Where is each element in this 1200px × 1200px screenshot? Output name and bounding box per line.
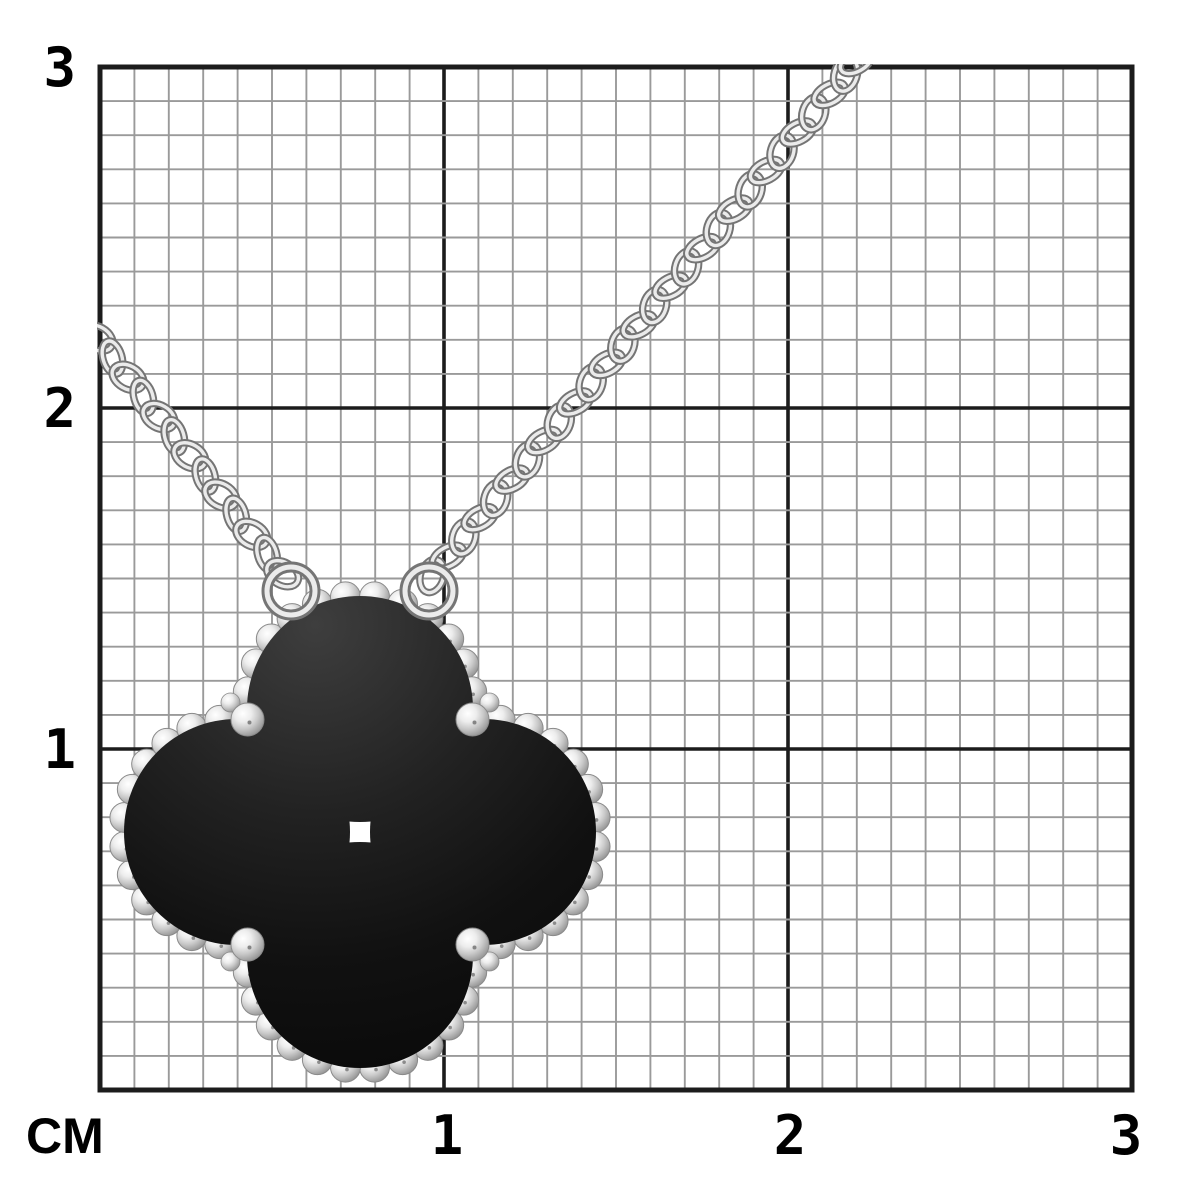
chain-link-highlight: [100, 339, 125, 376]
y-axis-label-2: 2: [43, 377, 76, 440]
necklace-chain: [97, 64, 876, 597]
onyx-clover: [124, 596, 596, 1068]
prong-small-ball: [479, 951, 500, 972]
bead-dot: [471, 692, 475, 697]
bead-dot: [317, 1060, 321, 1064]
prong-dot: [472, 720, 477, 725]
y-axis-label-3: 3: [43, 36, 76, 99]
y-axis-label-1: 1: [43, 718, 76, 781]
jump-rings: [261, 561, 459, 621]
chain-link-highlight: [557, 389, 593, 416]
bead-dot: [448, 1025, 452, 1030]
prong-ball: [455, 927, 490, 962]
chain-link-highlight: [545, 403, 574, 441]
bead-dot: [573, 900, 577, 905]
chain-link-highlight: [838, 64, 874, 76]
chain-link-highlight: [481, 480, 510, 518]
chain-link-highlight: [831, 64, 860, 93]
chain-link-highlight: [193, 457, 218, 494]
chain-link-highlight: [653, 273, 688, 301]
bead-dot: [374, 1067, 378, 1072]
chain-link-highlight: [513, 442, 542, 479]
jump-ring-right-highlight: [402, 564, 456, 618]
chain-link-highlight: [162, 417, 187, 455]
chain-link-highlight: [589, 350, 625, 378]
chain-link-highlight: [97, 323, 115, 353]
chain-link-highlight: [640, 287, 669, 325]
chain-link-highlight: [780, 119, 816, 146]
bead-dot: [191, 936, 196, 940]
chain-link-highlight: [672, 249, 701, 286]
chain-link-highlight: [748, 157, 784, 185]
chain-link-highlight: [203, 480, 239, 510]
clover-pendant: [109, 581, 611, 1083]
chain-link-highlight: [526, 427, 561, 455]
chain-link-highlight: [736, 172, 764, 209]
prong-small-ball: [479, 692, 500, 713]
chain-link-highlight: [768, 133, 796, 170]
chain-link-highlight: [812, 80, 848, 108]
jump-ring-left-highlight: [264, 564, 318, 618]
chain-link-highlight: [716, 196, 752, 223]
x-axis-label-3: 3: [1110, 1104, 1143, 1167]
chain-link-highlight: [704, 210, 733, 248]
bead-dot: [499, 944, 504, 948]
chain-right-strand: [416, 64, 876, 597]
chain-link-highlight: [172, 441, 208, 471]
prong-small-ball: [220, 951, 241, 972]
chain-link-highlight: [577, 364, 605, 402]
prong-dot: [247, 720, 252, 725]
grid-border: [97, 64, 1135, 1093]
chain-link-highlight: [685, 234, 720, 262]
bead-dot: [552, 921, 557, 925]
chain-link-highlight: [131, 378, 156, 416]
bead-dot: [594, 847, 599, 851]
prong-ball: [455, 702, 490, 737]
chain-link-highlight: [609, 326, 637, 363]
prong-small-ball: [220, 692, 241, 713]
onyx-lobe: [124, 719, 350, 945]
chain-link-highlight: [234, 519, 270, 550]
bead-dot: [471, 972, 475, 977]
prongs: [220, 692, 500, 972]
x-axis-label-1: 1: [431, 1104, 464, 1167]
prong-dot: [247, 945, 252, 950]
bead-dot: [427, 1046, 432, 1050]
chain-link-highlight: [462, 504, 498, 532]
bead-dot: [345, 1067, 349, 1072]
prong-ball: [230, 927, 265, 962]
bead-dot: [594, 818, 599, 822]
x-axis-label-2: 2: [774, 1104, 807, 1167]
chain-link-highlight: [799, 94, 828, 132]
bead-dot: [402, 1060, 406, 1064]
chain-link-highlight: [224, 496, 249, 534]
chain-link-highlight: [621, 311, 657, 339]
prong-ball: [230, 702, 265, 737]
chain-link-highlight: [450, 519, 478, 556]
bead-dot: [527, 936, 532, 940]
unit-label-cm: CM: [26, 1108, 104, 1164]
prong-dot: [472, 945, 477, 950]
chain-link-highlight: [110, 362, 146, 393]
bead-dot: [587, 875, 591, 879]
bead-dot: [463, 1000, 467, 1005]
chain-link-highlight: [494, 466, 529, 493]
bead-dot: [219, 944, 224, 948]
chain-link-highlight: [141, 401, 177, 432]
